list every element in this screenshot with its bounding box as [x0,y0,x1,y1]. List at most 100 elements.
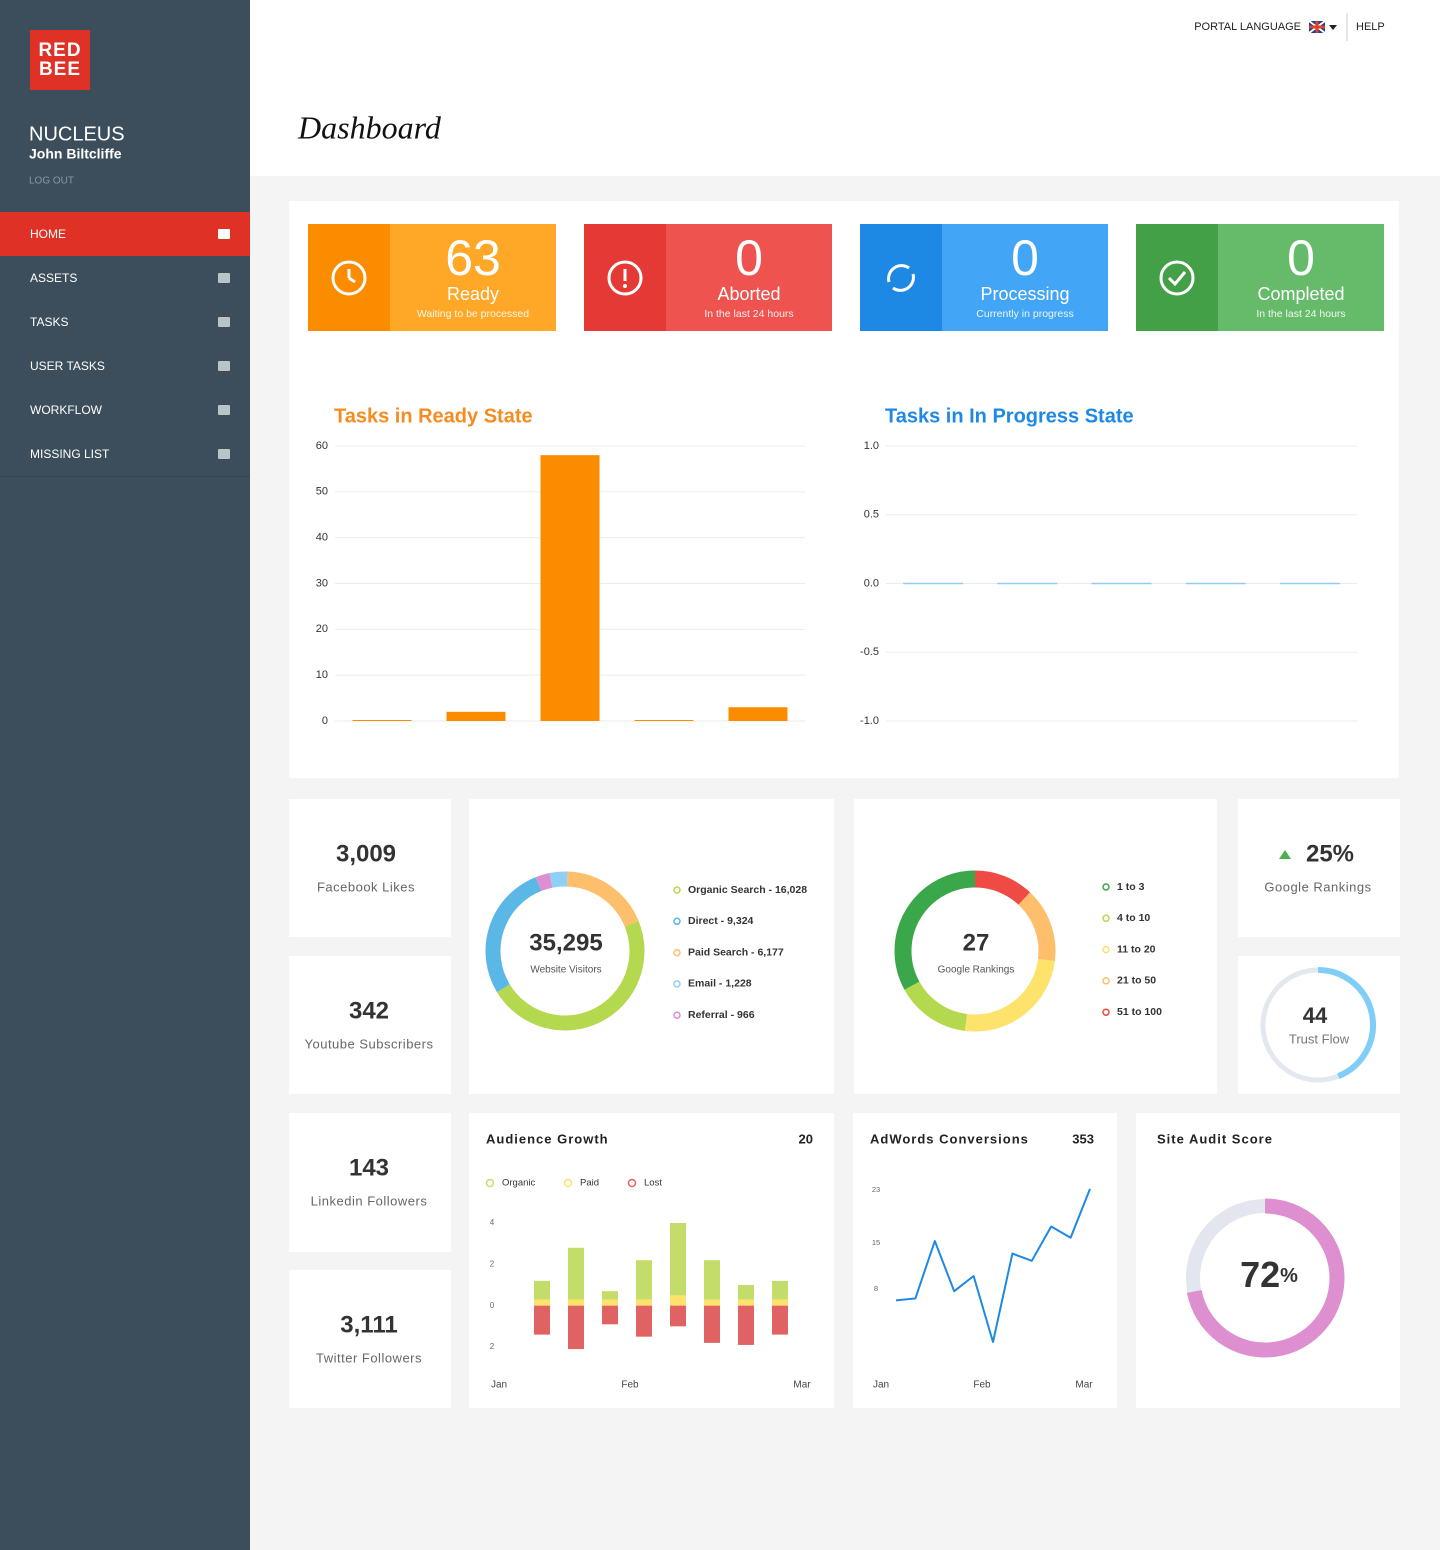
donut-segment [1018,892,1056,962]
y-tick-label: 0 [322,715,328,727]
stat-label: Aborted [717,284,780,304]
legend-marker [673,1011,681,1019]
help[interactable]: HELP [1356,21,1385,33]
stat-icon-bg [860,224,942,331]
y-tick-label: 40 [316,532,328,544]
flag[interactable] [1308,20,1337,34]
legend-marker [673,917,681,926]
bar-segment [738,1285,754,1300]
bar-segment [602,1291,618,1300]
language[interactable]: PORTAL LANGUAGE [1194,21,1301,33]
legend-marker [673,980,681,988]
widget-title: Site Audit Score [1157,1131,1273,1146]
bar-segment [704,1260,720,1300]
bar-segment [534,1280,550,1300]
nav-icon [218,361,230,371]
gauge-label: Trust Flow [1289,1031,1350,1046]
legend-label: Referral - 966 [688,1009,755,1021]
nav-item[interactable] [0,388,250,432]
y-tick-label: 30 [316,577,328,589]
up-arrow [1279,850,1291,859]
legend-marker [1102,1008,1110,1016]
legend-marker [1102,945,1110,954]
donut-total: 27 [963,929,990,956]
nav-icon [218,229,230,239]
donut-segment [894,870,976,990]
stat-icon [887,264,915,292]
bar-segment [704,1299,720,1306]
widget [469,799,834,1094]
widget [853,1113,1117,1408]
stat-sub: Waiting to be processed [417,308,529,320]
gauge-arc [1186,1198,1345,1358]
widget-title: Audience Growth [486,1131,609,1146]
widget [289,956,451,1094]
legend-label: 51 to 100 [1117,1006,1162,1018]
bar [540,455,600,721]
widget-value: 342 [349,997,389,1024]
donut-segment [964,958,1055,1032]
nav-icon [218,273,230,283]
bar-segment [738,1299,754,1306]
widget-label: Twitter Followers [316,1350,422,1365]
bar-segment [568,1305,584,1350]
widget-value: 3,009 [336,840,396,867]
x-tick-label: Feb [973,1380,991,1391]
nav-label: MISSING LIST [30,447,110,461]
y-tick-label: 4 [490,1218,495,1227]
stat-icon [331,260,367,296]
legend-label: Lost [644,1178,662,1189]
bar-segment [534,1299,550,1306]
nav-item[interactable] [0,256,250,300]
nav-item[interactable] [0,432,250,476]
legend-marker [1102,977,1110,985]
legend-label: Organic [502,1178,536,1189]
nav-icon [218,405,230,415]
y-tick-label: 20 [316,623,328,635]
audit-unit: % [1280,1265,1298,1287]
stat-value: 0 [1287,230,1315,286]
nav-item[interactable] [0,300,250,344]
user-name: John Biltcliffe [29,146,122,162]
legend-marker [563,1178,573,1188]
chart-title: Tasks in In Progress State [885,405,1134,427]
bar-segment [738,1305,754,1345]
gauge-arc [1317,967,1376,1079]
widget [289,1113,451,1252]
icon-dot [623,284,627,288]
nav-item[interactable] [0,344,250,388]
bar-segment [534,1305,550,1335]
legend-label: Paid [580,1178,599,1189]
donut-segment [974,870,1031,905]
logout[interactable]: LOG OUT [29,176,74,187]
nav-icon [218,449,230,459]
widget [289,799,451,937]
stat-label: Completed [1257,284,1344,304]
widget [854,799,1217,1094]
y-tick-label: 0 [490,1301,495,1310]
widget-label: Facebook Likes [317,879,415,894]
bar-segment [670,1223,686,1296]
widget [289,1270,451,1408]
legend-label: 21 to 50 [1117,975,1156,987]
y-tick-label: -1.0 [860,715,879,727]
donut-segment [566,871,639,927]
y-tick-label: -0.5 [860,646,879,658]
bar-segment [636,1299,652,1306]
nav-label: HOME [30,227,66,241]
stat-icon [1159,260,1195,296]
widget-total: 353 [1072,1131,1094,1146]
widget [1238,799,1400,937]
legend-marker [485,1178,495,1188]
y-tick-label: 8 [874,1284,878,1293]
bar-segment [670,1295,686,1306]
nav-item[interactable] [0,212,250,256]
icon-arrow [892,273,915,292]
y-tick-label: 2 [490,1259,495,1268]
bar-segment [636,1305,652,1337]
legend-marker [673,948,681,957]
icon-ring [1159,260,1195,296]
widget-value: 3,111 [340,1311,397,1338]
bar [634,720,694,721]
